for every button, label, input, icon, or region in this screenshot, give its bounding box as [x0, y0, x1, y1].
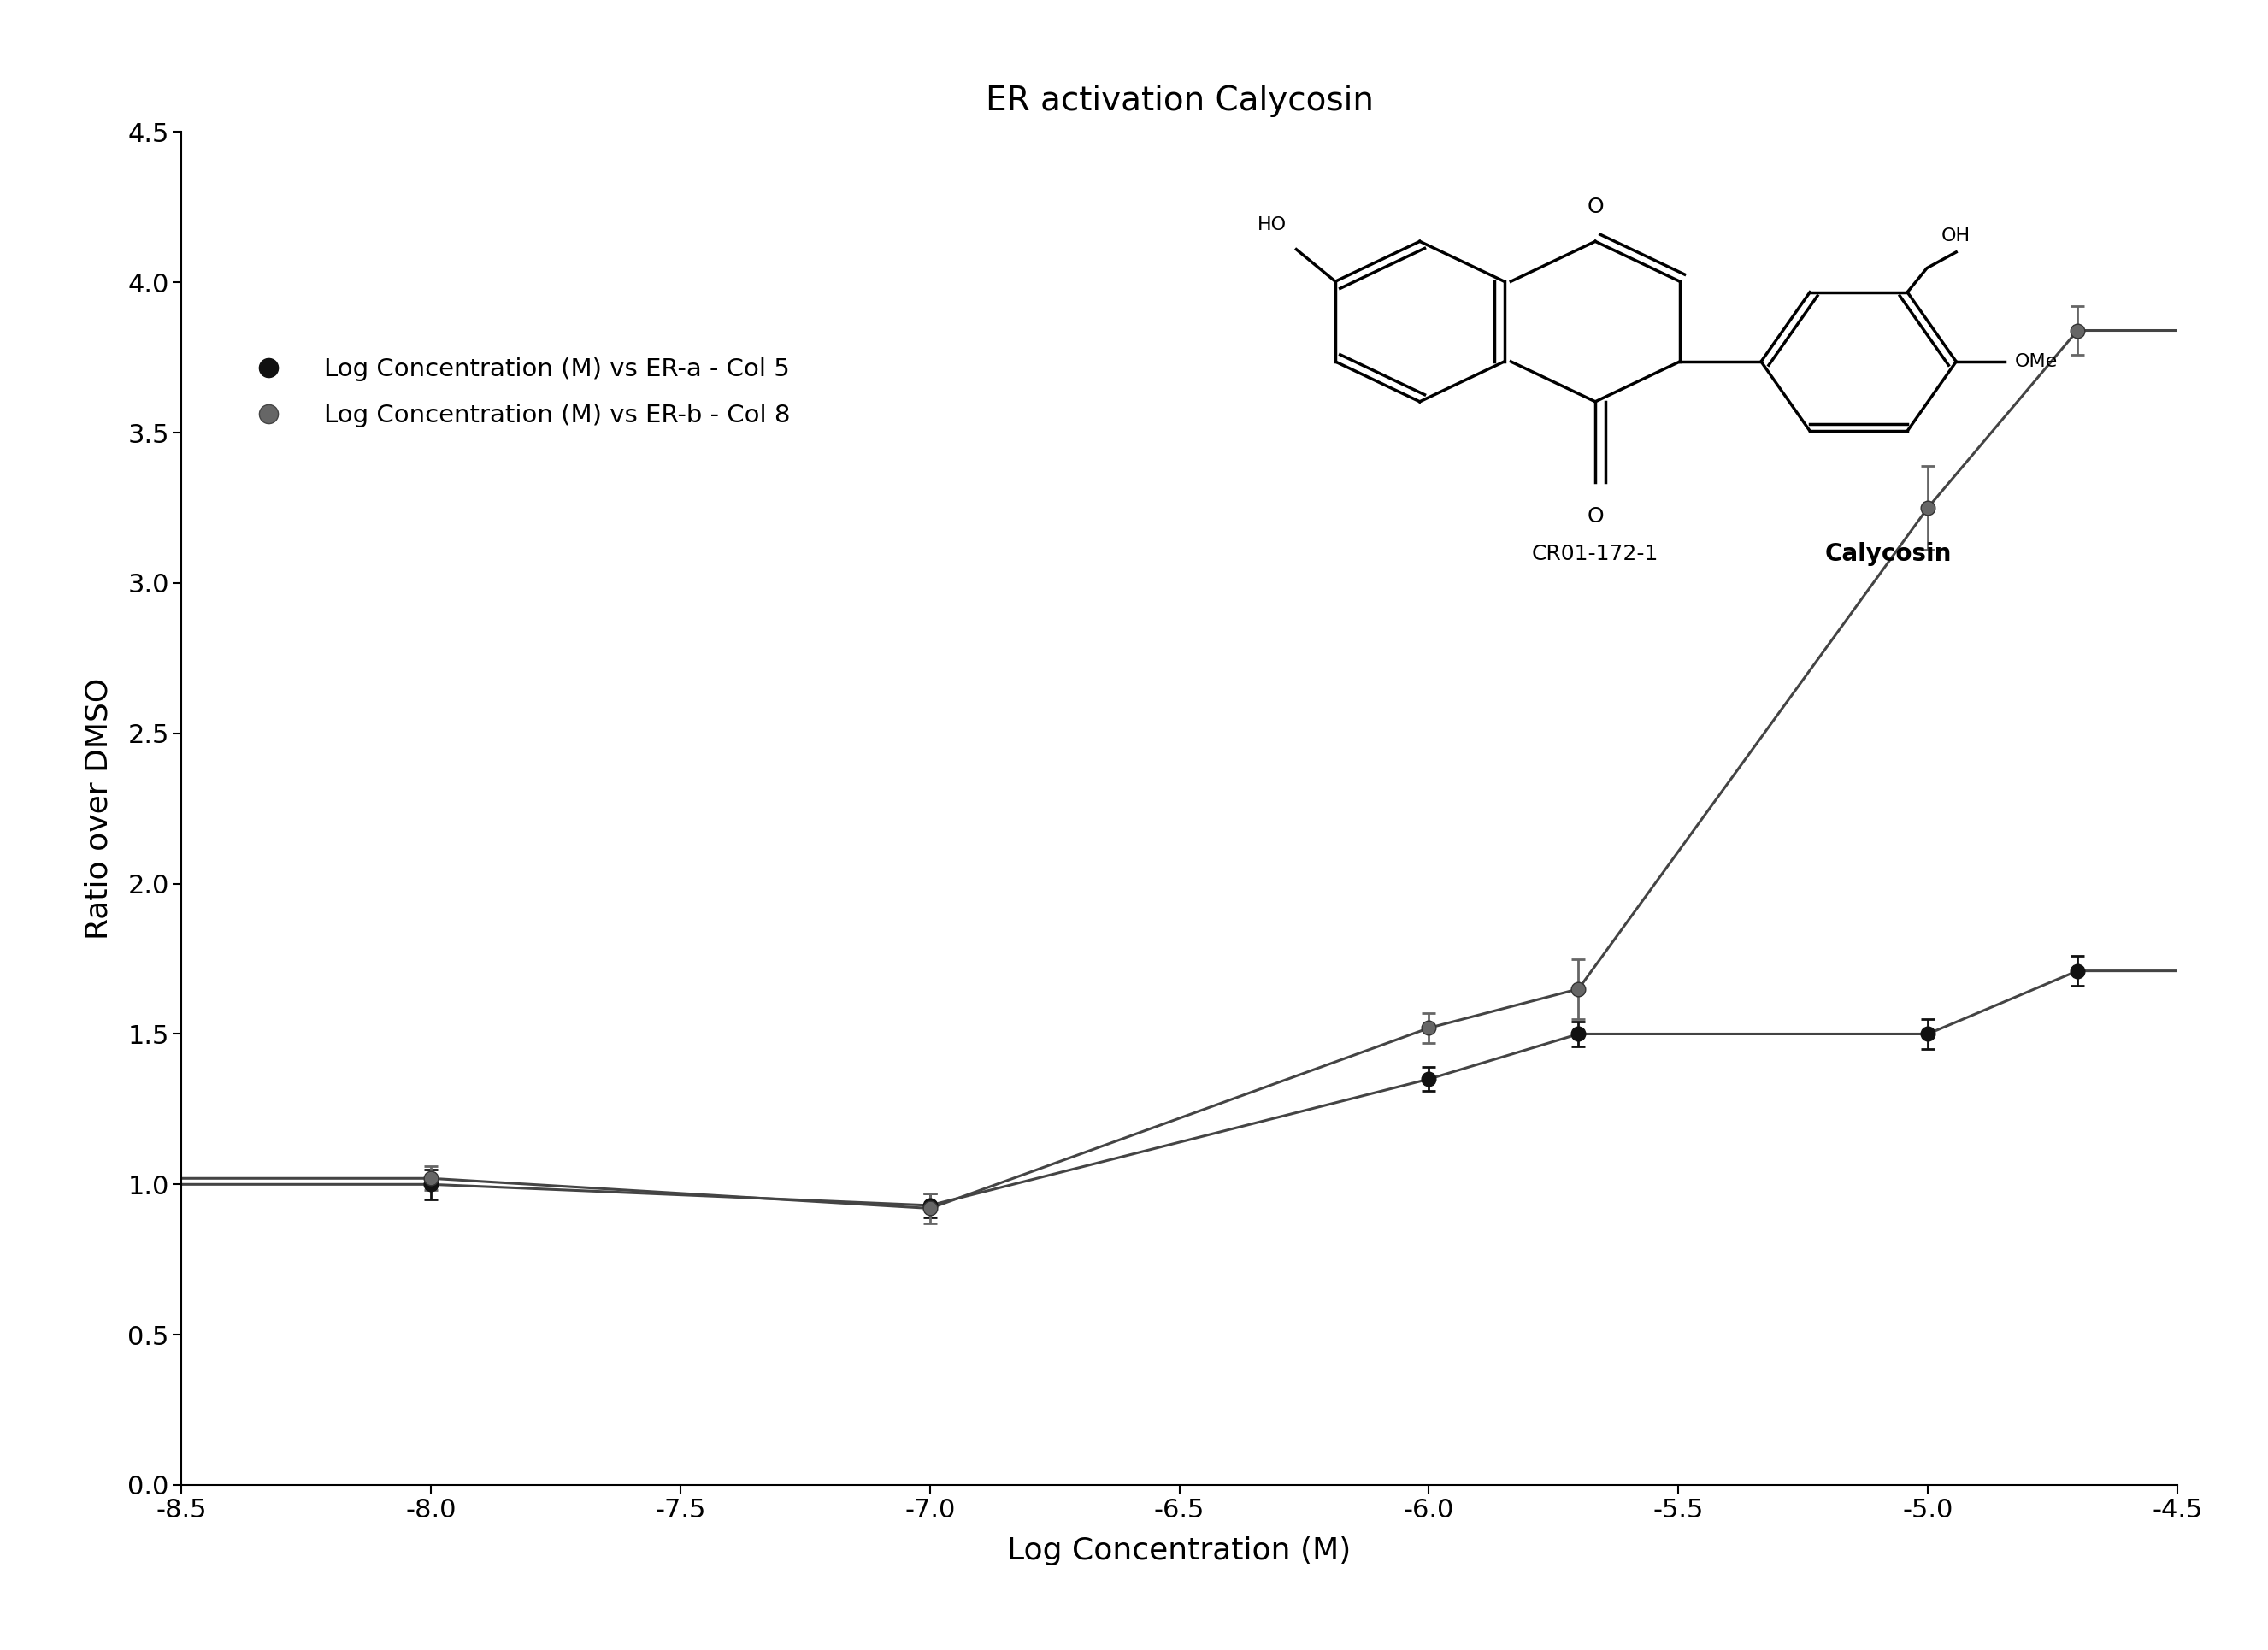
Text: OH: OH	[1941, 228, 1971, 244]
Text: HO: HO	[1256, 216, 1286, 233]
Text: OMe: OMe	[2014, 353, 2057, 370]
Text: O: O	[1588, 507, 1603, 526]
X-axis label: Log Concentration (M): Log Concentration (M)	[1007, 1536, 1352, 1566]
Legend: Log Concentration (M) vs ER-a - Col 5, Log Concentration (M) vs ER-b - Col 8: Log Concentration (M) vs ER-a - Col 5, L…	[234, 348, 801, 437]
Text: Calycosin: Calycosin	[1823, 541, 1950, 566]
Title: ER activation Calycosin: ER activation Calycosin	[984, 86, 1374, 117]
Text: CR01-172-1: CR01-172-1	[1531, 543, 1658, 564]
Y-axis label: Ratio over DMSO: Ratio over DMSO	[84, 678, 113, 939]
Text: O: O	[1588, 196, 1603, 218]
